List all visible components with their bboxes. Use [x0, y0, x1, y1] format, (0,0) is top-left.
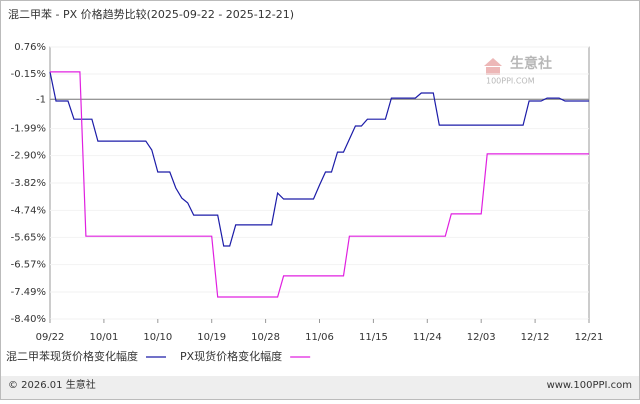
- x-tick-label: 10/01: [89, 332, 118, 343]
- y-tick-label: -7.49%: [11, 287, 46, 298]
- footer-band: [1, 376, 639, 399]
- legend-label: 混二甲苯现货价格变化幅度: [6, 349, 138, 363]
- y-tick-label: -8.40%: [11, 314, 46, 325]
- x-tick-label: 11/24: [413, 332, 442, 343]
- chart-title: 混二甲苯 - PX 价格趋势比较(2025-09-22 - 2025-12-21…: [8, 7, 294, 21]
- x-tick-label: 10/10: [143, 332, 172, 343]
- x-tick-label: 10/28: [251, 332, 280, 343]
- x-tick-label: 12/21: [575, 332, 604, 343]
- x-tick-label: 12/12: [521, 332, 550, 343]
- x-tick-label: 12/03: [467, 332, 496, 343]
- series-line: [49, 71, 589, 247]
- x-tick-label: 09/22: [36, 332, 65, 343]
- y-tick-label: -0.15%: [11, 69, 46, 80]
- y-tick-label: -2.90%: [11, 151, 46, 162]
- x-tick-label: 11/06: [305, 332, 334, 343]
- y-tick-label: -3.82%: [11, 178, 46, 189]
- watermark: 生意社 100PPI.COM: [484, 55, 552, 86]
- x-tick-label: 10/19: [197, 332, 226, 343]
- y-tick-label: -4.74%: [11, 205, 46, 216]
- watermark-site: 100PPI.COM: [486, 77, 535, 86]
- footer-right: www.100PPI.com: [547, 380, 632, 391]
- footer-left: © 2026.01 生意社: [8, 378, 96, 391]
- legend-label: PX现货价格变化幅度: [180, 349, 282, 363]
- y-tick-label: 0.76%: [14, 42, 46, 53]
- x-tick-label: 11/15: [359, 332, 388, 343]
- y-tick-label: -6.57%: [11, 260, 46, 271]
- series-line: [50, 71, 589, 298]
- y-tick-label: -1: [36, 94, 46, 105]
- y-tick-label: -5.65%: [11, 232, 46, 243]
- watermark-name: 生意社: [510, 55, 552, 72]
- y-tick-label: -1.99%: [11, 124, 46, 135]
- watermark-logo: [484, 58, 502, 75]
